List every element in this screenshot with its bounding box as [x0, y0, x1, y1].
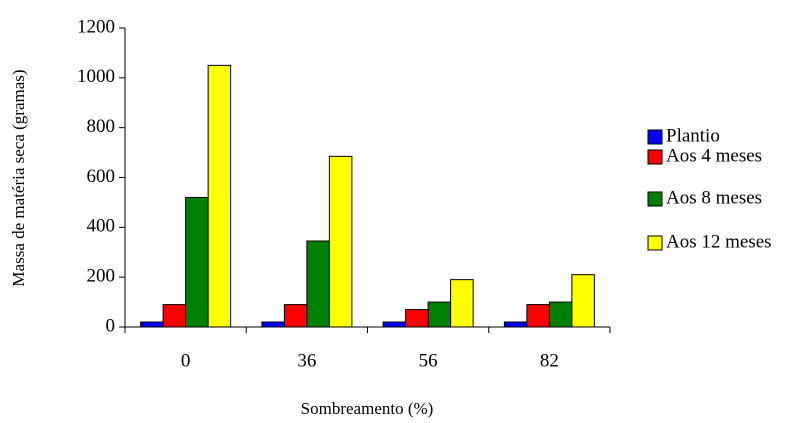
- bar: [571, 274, 595, 328]
- bar: [261, 321, 285, 328]
- bar: [140, 321, 164, 328]
- bar: [306, 240, 330, 328]
- y-tick-label: 400: [87, 216, 116, 237]
- x-tick-label: 0: [181, 350, 191, 371]
- bar: [162, 304, 187, 328]
- y-tick-label: 0: [106, 315, 116, 336]
- x-tick-label: 56: [419, 350, 438, 371]
- y-tick-label: 1000: [77, 66, 115, 87]
- x-tick-label: 82: [540, 350, 559, 371]
- bar: [405, 309, 429, 328]
- y-tick-label: 200: [87, 266, 116, 287]
- bar: [328, 155, 353, 328]
- legend-label: Aos 4 meses: [666, 145, 762, 166]
- y-tick-label: 600: [87, 166, 116, 187]
- y-tick-label: 800: [87, 116, 116, 137]
- y-tick-label: 1200: [77, 16, 115, 37]
- bar: [382, 321, 407, 328]
- legend-swatch: [647, 129, 663, 145]
- legend-label: Aos 12 meses: [666, 231, 772, 252]
- x-tick-label: 36: [297, 350, 316, 371]
- bar: [427, 301, 452, 328]
- x-axis-label: Sombreamento (%): [301, 399, 434, 418]
- legend-label: Aos 8 meses: [666, 187, 762, 208]
- bar: [207, 64, 232, 328]
- bar: [503, 321, 528, 328]
- legend-label: Plantio: [666, 125, 720, 146]
- legend-swatch: [647, 235, 663, 251]
- legend-swatch: [647, 191, 663, 207]
- legend-swatch: [647, 149, 663, 165]
- bar: [526, 304, 550, 328]
- bar: [450, 279, 474, 328]
- bar: [185, 196, 209, 328]
- y-axis-label: Massa de matéria seca (gramas): [9, 69, 28, 286]
- bar: [283, 304, 308, 328]
- bar: [548, 301, 573, 328]
